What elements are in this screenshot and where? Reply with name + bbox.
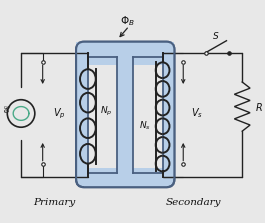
- Text: $\Phi_B$: $\Phi_B$: [120, 14, 135, 28]
- FancyBboxPatch shape: [163, 42, 174, 179]
- Text: $V_p$: $V_p$: [52, 106, 65, 121]
- FancyBboxPatch shape: [117, 42, 133, 179]
- FancyBboxPatch shape: [84, 42, 166, 65]
- Text: $\mathscr{E}$: $\mathscr{E}$: [2, 104, 11, 115]
- Text: Primary: Primary: [33, 198, 76, 207]
- Text: $S$: $S$: [212, 30, 219, 41]
- FancyBboxPatch shape: [88, 58, 117, 173]
- Text: Secondary: Secondary: [165, 198, 221, 207]
- Text: $R$: $R$: [255, 101, 263, 113]
- FancyBboxPatch shape: [133, 58, 163, 173]
- Text: $V_s$: $V_s$: [191, 107, 203, 120]
- FancyBboxPatch shape: [84, 167, 166, 187]
- FancyBboxPatch shape: [76, 42, 88, 179]
- FancyBboxPatch shape: [76, 42, 174, 187]
- Text: $N_s$: $N_s$: [139, 120, 151, 132]
- Text: $N_p$: $N_p$: [100, 105, 112, 118]
